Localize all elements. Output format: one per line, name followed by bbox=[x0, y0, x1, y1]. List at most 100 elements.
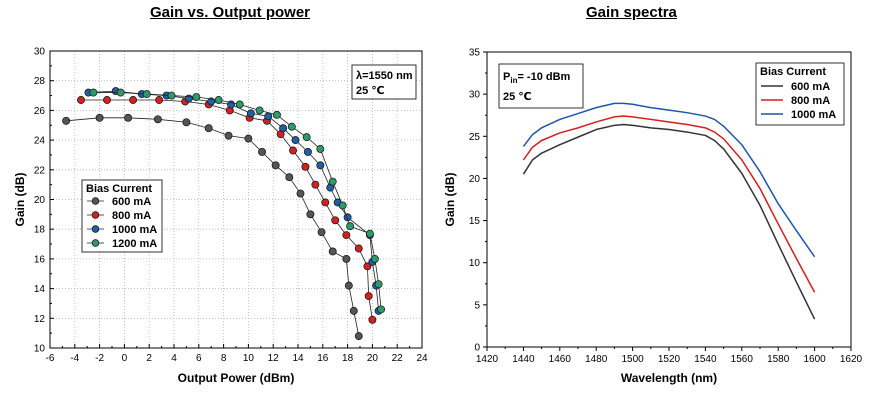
data-point bbox=[349, 306, 358, 315]
annotation-box bbox=[498, 63, 584, 109]
input-power-annotation: Pin= -10 dBm bbox=[503, 71, 571, 85]
data-point bbox=[365, 229, 374, 238]
y-tick-label: 0 bbox=[474, 343, 480, 354]
y-tick-label: 10 bbox=[469, 258, 481, 269]
data-point bbox=[370, 254, 379, 263]
data-point bbox=[317, 228, 326, 237]
data-point bbox=[204, 124, 213, 133]
x-tick-label: 1460 bbox=[549, 354, 572, 365]
data-point bbox=[331, 216, 340, 225]
legend: Bias Current 600 mA 800 mA 1000 mA bbox=[755, 62, 845, 126]
y-axis-label: Gain (dB) bbox=[13, 173, 27, 227]
data-point bbox=[328, 247, 337, 256]
y-tick-label: 35 bbox=[469, 48, 481, 59]
y-tick-label: 20 bbox=[469, 174, 481, 185]
wavelength-annotation: λ=1550 nm bbox=[356, 70, 413, 82]
data-point bbox=[346, 222, 355, 231]
y-axis-label: Gain (dB) bbox=[443, 173, 457, 227]
y-tick-label: 30 bbox=[34, 47, 46, 58]
x-tick-label: 1620 bbox=[840, 354, 863, 365]
x-tick-label: 1480 bbox=[585, 354, 608, 365]
annotation-box bbox=[351, 64, 417, 100]
y-tick-label: 20 bbox=[34, 195, 46, 206]
data-point bbox=[343, 213, 352, 222]
data-point bbox=[182, 118, 191, 127]
data-point bbox=[342, 254, 351, 263]
data-point bbox=[363, 262, 372, 271]
x-axis-label: Output Power (dBm) bbox=[178, 371, 295, 385]
data-point bbox=[129, 96, 138, 104]
data-point bbox=[302, 133, 311, 142]
legend-label: 800 mA bbox=[791, 95, 830, 107]
y-tick-label: 28 bbox=[34, 76, 46, 87]
y-tick-label: 24 bbox=[34, 136, 46, 147]
data-point bbox=[124, 113, 133, 122]
x-tick-label: 1500 bbox=[621, 354, 644, 365]
data-point bbox=[321, 198, 330, 207]
data-point bbox=[214, 96, 223, 104]
x-tick-label: 1520 bbox=[658, 354, 681, 365]
condition-annotation: Pin= -10 dBm 25 ℃ bbox=[498, 63, 584, 109]
data-point bbox=[264, 112, 273, 121]
data-point bbox=[306, 210, 315, 219]
data-point bbox=[155, 96, 164, 104]
x-tick-label: 1560 bbox=[731, 354, 754, 365]
data-point bbox=[184, 94, 193, 103]
legend-title: Bias Current bbox=[86, 183, 152, 195]
data-point bbox=[285, 173, 294, 182]
x-tick-label: 24 bbox=[416, 353, 428, 364]
y-tick-label: 22 bbox=[34, 165, 46, 176]
legend-marker bbox=[91, 197, 100, 205]
data-point bbox=[316, 161, 325, 170]
data-point bbox=[207, 97, 216, 106]
y-tick-label: 10 bbox=[34, 344, 46, 355]
series-1200-ma bbox=[89, 88, 386, 314]
data-point bbox=[224, 131, 233, 140]
data-point bbox=[167, 91, 176, 100]
temperature-annotation: 25 ℃ bbox=[356, 85, 385, 97]
series-line-600-ma bbox=[522, 123, 816, 320]
data-point bbox=[368, 315, 377, 324]
y-tick-label: 12 bbox=[34, 314, 46, 325]
x-tick-label: 6 bbox=[196, 353, 202, 364]
condition-annotation: λ=1550 nm 25 ℃ bbox=[351, 64, 417, 100]
legend-title: Bias Current bbox=[760, 66, 826, 78]
legend-marker bbox=[91, 239, 100, 247]
x-tick-label: 22 bbox=[392, 353, 404, 364]
x-tick-label: 18 bbox=[342, 353, 354, 364]
x-tick-label: 1600 bbox=[803, 354, 826, 365]
legend-label: 1000 mA bbox=[112, 224, 157, 236]
data-point bbox=[244, 134, 253, 143]
x-tick-label: 16 bbox=[317, 353, 329, 364]
series-line-800-ma bbox=[522, 115, 816, 293]
legend-label: 600 mA bbox=[791, 81, 830, 93]
y-tick-label: 30 bbox=[469, 90, 481, 101]
y-tick-label: 14 bbox=[34, 284, 46, 295]
data-point bbox=[301, 162, 310, 171]
x-tick-label: 2 bbox=[146, 353, 152, 364]
left-chart-title: Gain vs. Output power bbox=[150, 4, 311, 21]
legend-marker bbox=[91, 211, 100, 219]
series-line-1000-ma bbox=[522, 102, 816, 258]
x-tick-label: -4 bbox=[70, 353, 79, 364]
data-point bbox=[344, 281, 353, 290]
data-point bbox=[354, 244, 363, 253]
legend-label: 800 mA bbox=[112, 210, 151, 222]
data-point bbox=[374, 280, 383, 289]
y-tick-label: 5 bbox=[474, 300, 480, 311]
x-tick-label: -2 bbox=[95, 353, 104, 364]
x-tick-label: 8 bbox=[221, 353, 227, 364]
data-point bbox=[235, 100, 244, 109]
data-point bbox=[142, 90, 151, 99]
x-tick-label: 1580 bbox=[767, 354, 790, 365]
y-tick-label: 16 bbox=[34, 254, 46, 265]
data-point bbox=[192, 93, 201, 101]
x-tick-label: 1540 bbox=[694, 354, 717, 365]
data-point bbox=[271, 161, 280, 170]
right-chart: 1420 1440 1460 1480 1500 1520 1540 1560 1580 1600… bbox=[443, 48, 863, 386]
data-point bbox=[116, 88, 125, 97]
y-tick-label: 26 bbox=[34, 106, 46, 117]
y-tick-label: 25 bbox=[469, 132, 481, 143]
x-tick-label: 0 bbox=[122, 353, 128, 364]
